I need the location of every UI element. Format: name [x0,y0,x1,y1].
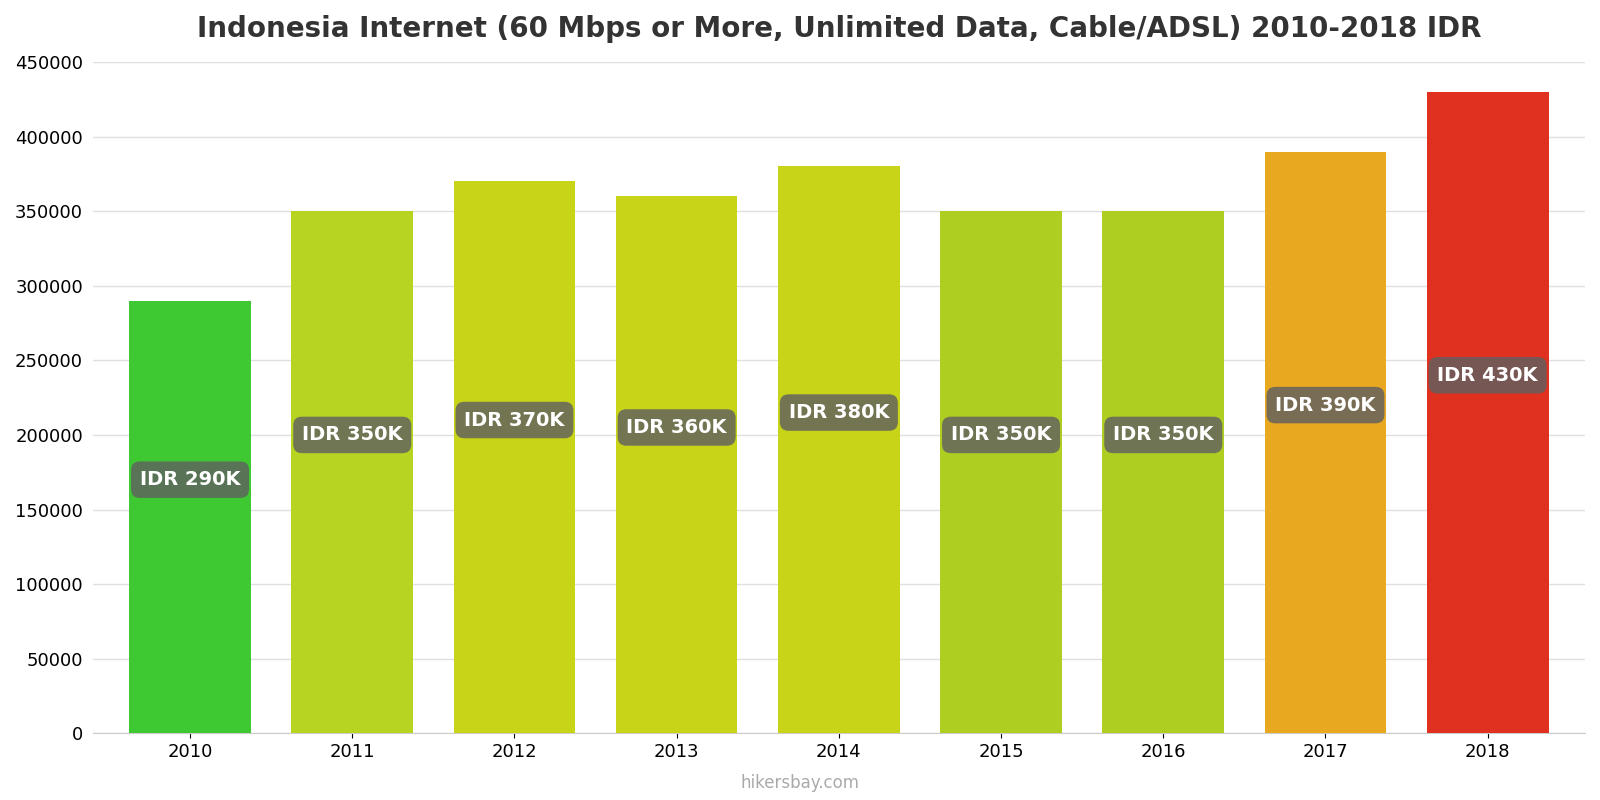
Text: IDR 290K: IDR 290K [139,470,240,489]
Text: IDR 360K: IDR 360K [627,418,726,437]
Bar [1264,151,1386,734]
Text: IDR 350K: IDR 350K [302,426,403,445]
Bar [616,196,738,734]
Text: hikersbay.com: hikersbay.com [741,774,859,792]
Bar [1427,92,1549,734]
Text: IDR 380K: IDR 380K [789,403,890,422]
Bar [1102,211,1224,734]
Bar [130,301,251,734]
Text: IDR 370K: IDR 370K [464,410,565,430]
Title: Indonesia Internet (60 Mbps or More, Unlimited Data, Cable/ADSL) 2010-2018 IDR: Indonesia Internet (60 Mbps or More, Unl… [197,15,1482,43]
Bar [778,166,899,734]
Bar [291,211,413,734]
Bar [941,211,1062,734]
Text: IDR 350K: IDR 350K [950,426,1051,445]
Bar [454,182,576,734]
Text: IDR 390K: IDR 390K [1275,395,1376,414]
Text: IDR 430K: IDR 430K [1437,366,1538,385]
Text: IDR 350K: IDR 350K [1114,426,1213,445]
